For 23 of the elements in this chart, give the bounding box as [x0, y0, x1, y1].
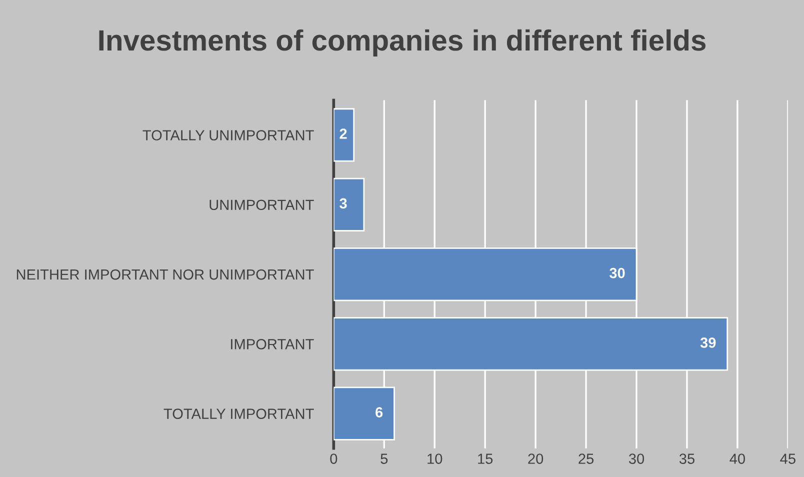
y-tick-label: TOTALLY IMPORTANT [164, 408, 314, 419]
x-tick-label: 10 [428, 454, 442, 464]
x-tick-label: 30 [628, 454, 644, 464]
x-tick-label: 15 [478, 454, 493, 464]
bar [334, 178, 365, 232]
data-label: 2 [340, 128, 347, 139]
x-tick-label: 0 [330, 454, 338, 464]
data-label: 39 [700, 338, 716, 348]
x-tick-label: 35 [679, 454, 694, 464]
data-label: 30 [610, 268, 625, 278]
x-tick-label: 40 [730, 454, 745, 464]
x-tick-label: 5 [380, 454, 388, 464]
data-label: 3 [340, 198, 347, 209]
chart-title: Investments of companies in different fields [99, 29, 706, 57]
y-tick-label: TOTALLY UNIMPORTANT [142, 130, 314, 140]
y-tick-label: IMPORTANT [231, 339, 314, 350]
data-label: 6 [376, 407, 383, 418]
bar [334, 108, 355, 162]
x-tick-label: 45 [780, 454, 796, 464]
y-tick-label: NEITHER IMPORTANT NOR UNIMPORTANT [16, 269, 314, 280]
x-tick-label: 25 [578, 454, 594, 464]
y-tick-label: UNIMPORTANT [210, 200, 314, 210]
x-tick-label: 20 [528, 454, 544, 464]
